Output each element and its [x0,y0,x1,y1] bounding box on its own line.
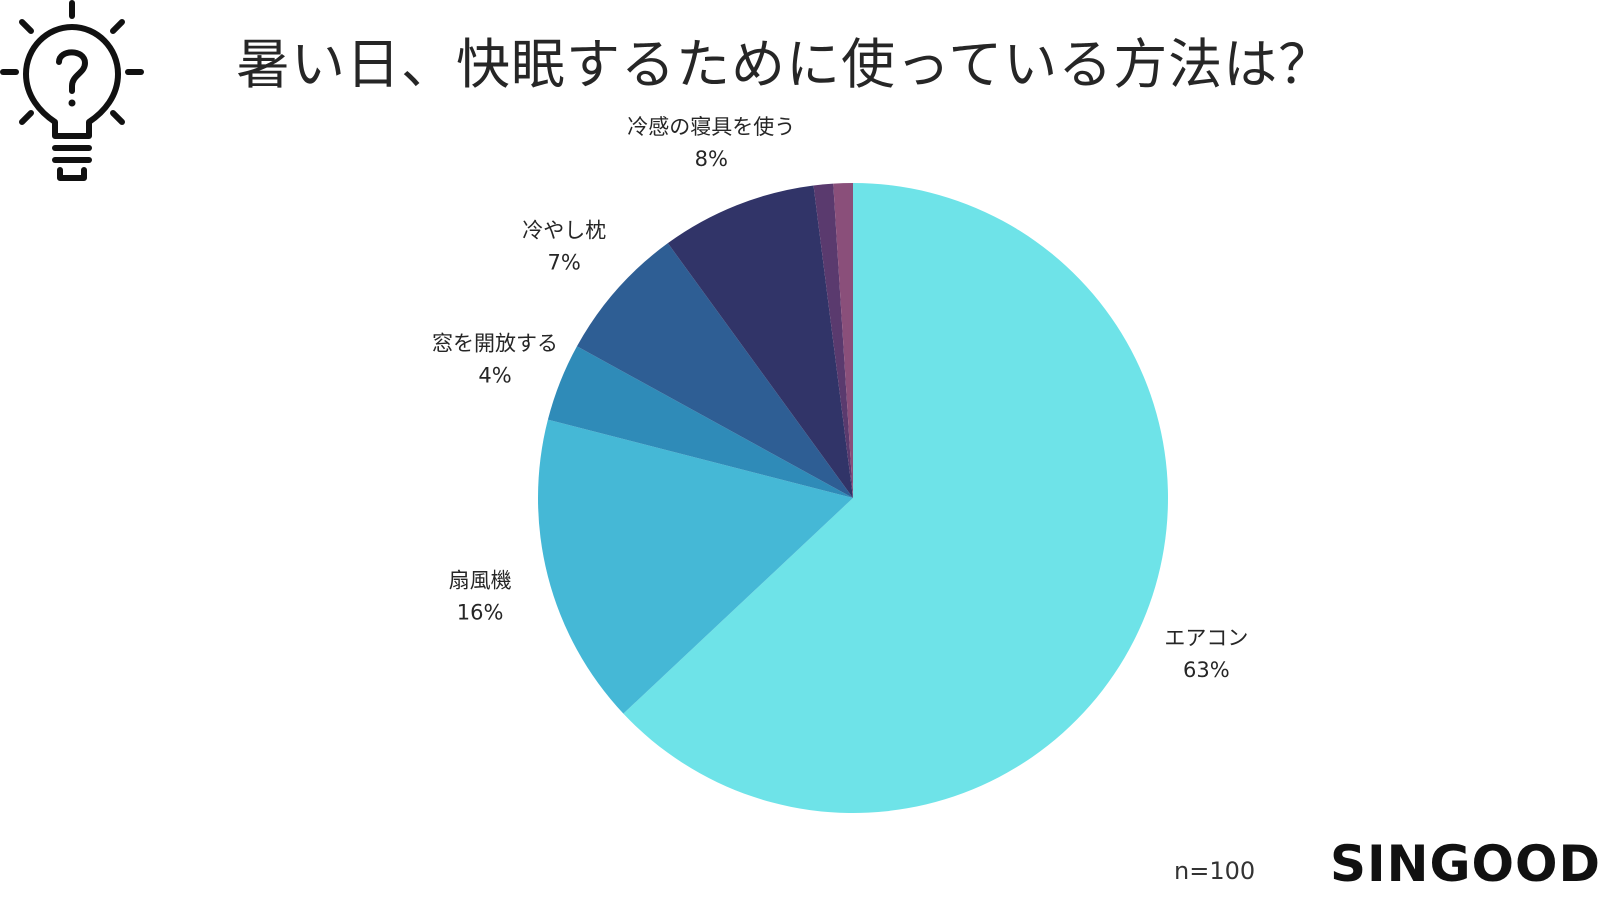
pie-slice-0 [623,183,1169,813]
slice-label-2: 窓を開放する [432,331,558,355]
slice-label-0: エアコン [1164,626,1248,650]
pie-slice-5 [813,183,853,498]
chart-title: 暑い日、快眠するために使っている方法は？ [236,33,1334,96]
pie-slice-2 [547,346,853,498]
slice-label-3: 冷やし枕 [522,218,606,242]
slice-label-1: 扇風機 [449,569,512,593]
slice-labels: エアコン 63% 扇風機 16% 窓を開放する 4% 冷やし枕 7% 冷感の寝具を使う 8% [432,115,1248,682]
slice-value-0: 63% [1183,658,1230,682]
sample-size: n=100 [1174,857,1256,885]
lightbulb-question-icon [0,0,144,181]
slice-value-1: 16% [457,601,504,625]
pie-slice-3 [576,243,853,498]
slice-value-4: 8% [695,147,728,171]
slice-value-2: 4% [478,363,511,387]
pie-slice-4 [667,185,853,498]
slice-label-4: 冷感の寝具を使う [627,115,795,139]
pie-slice-1 [538,419,853,714]
pie-slice-6 [833,183,853,498]
brand-logo: SINGOOD [1330,835,1600,893]
slice-value-3: 7% [548,250,581,274]
pie-slices [538,183,1169,813]
